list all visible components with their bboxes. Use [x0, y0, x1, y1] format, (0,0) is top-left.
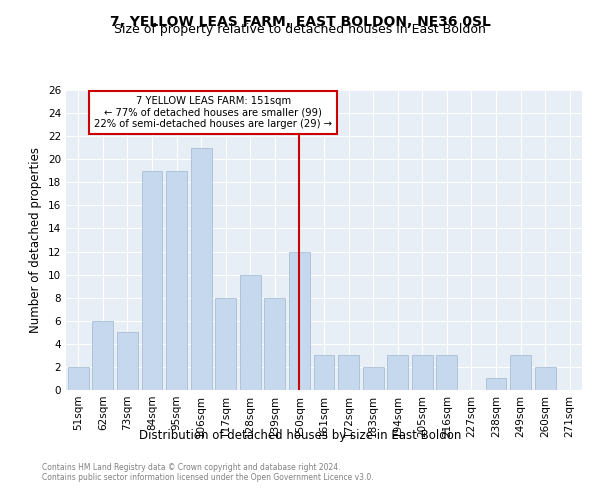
Bar: [535, 367, 556, 390]
Bar: [338, 356, 359, 390]
Bar: [436, 356, 457, 390]
Text: 7, YELLOW LEAS FARM, EAST BOLDON, NE36 0SL: 7, YELLOW LEAS FARM, EAST BOLDON, NE36 0…: [110, 15, 490, 29]
Bar: [289, 252, 310, 390]
Bar: [314, 356, 334, 390]
Bar: [142, 171, 163, 390]
Bar: [215, 298, 236, 390]
Bar: [92, 321, 113, 390]
Text: Size of property relative to detached houses in East Boldon: Size of property relative to detached ho…: [114, 22, 486, 36]
Bar: [510, 356, 531, 390]
Bar: [68, 367, 89, 390]
Y-axis label: Number of detached properties: Number of detached properties: [29, 147, 43, 333]
Text: 7 YELLOW LEAS FARM: 151sqm
← 77% of detached houses are smaller (99)
22% of semi: 7 YELLOW LEAS FARM: 151sqm ← 77% of deta…: [94, 96, 332, 129]
Bar: [412, 356, 433, 390]
Text: Contains HM Land Registry data © Crown copyright and database right 2024.: Contains HM Land Registry data © Crown c…: [42, 464, 341, 472]
Bar: [485, 378, 506, 390]
Text: Contains public sector information licensed under the Open Government Licence v3: Contains public sector information licen…: [42, 474, 374, 482]
Bar: [166, 171, 187, 390]
Bar: [362, 367, 383, 390]
Bar: [387, 356, 408, 390]
Bar: [191, 148, 212, 390]
Bar: [240, 274, 261, 390]
Text: Distribution of detached houses by size in East Boldon: Distribution of detached houses by size …: [139, 428, 461, 442]
Bar: [117, 332, 138, 390]
Bar: [265, 298, 286, 390]
